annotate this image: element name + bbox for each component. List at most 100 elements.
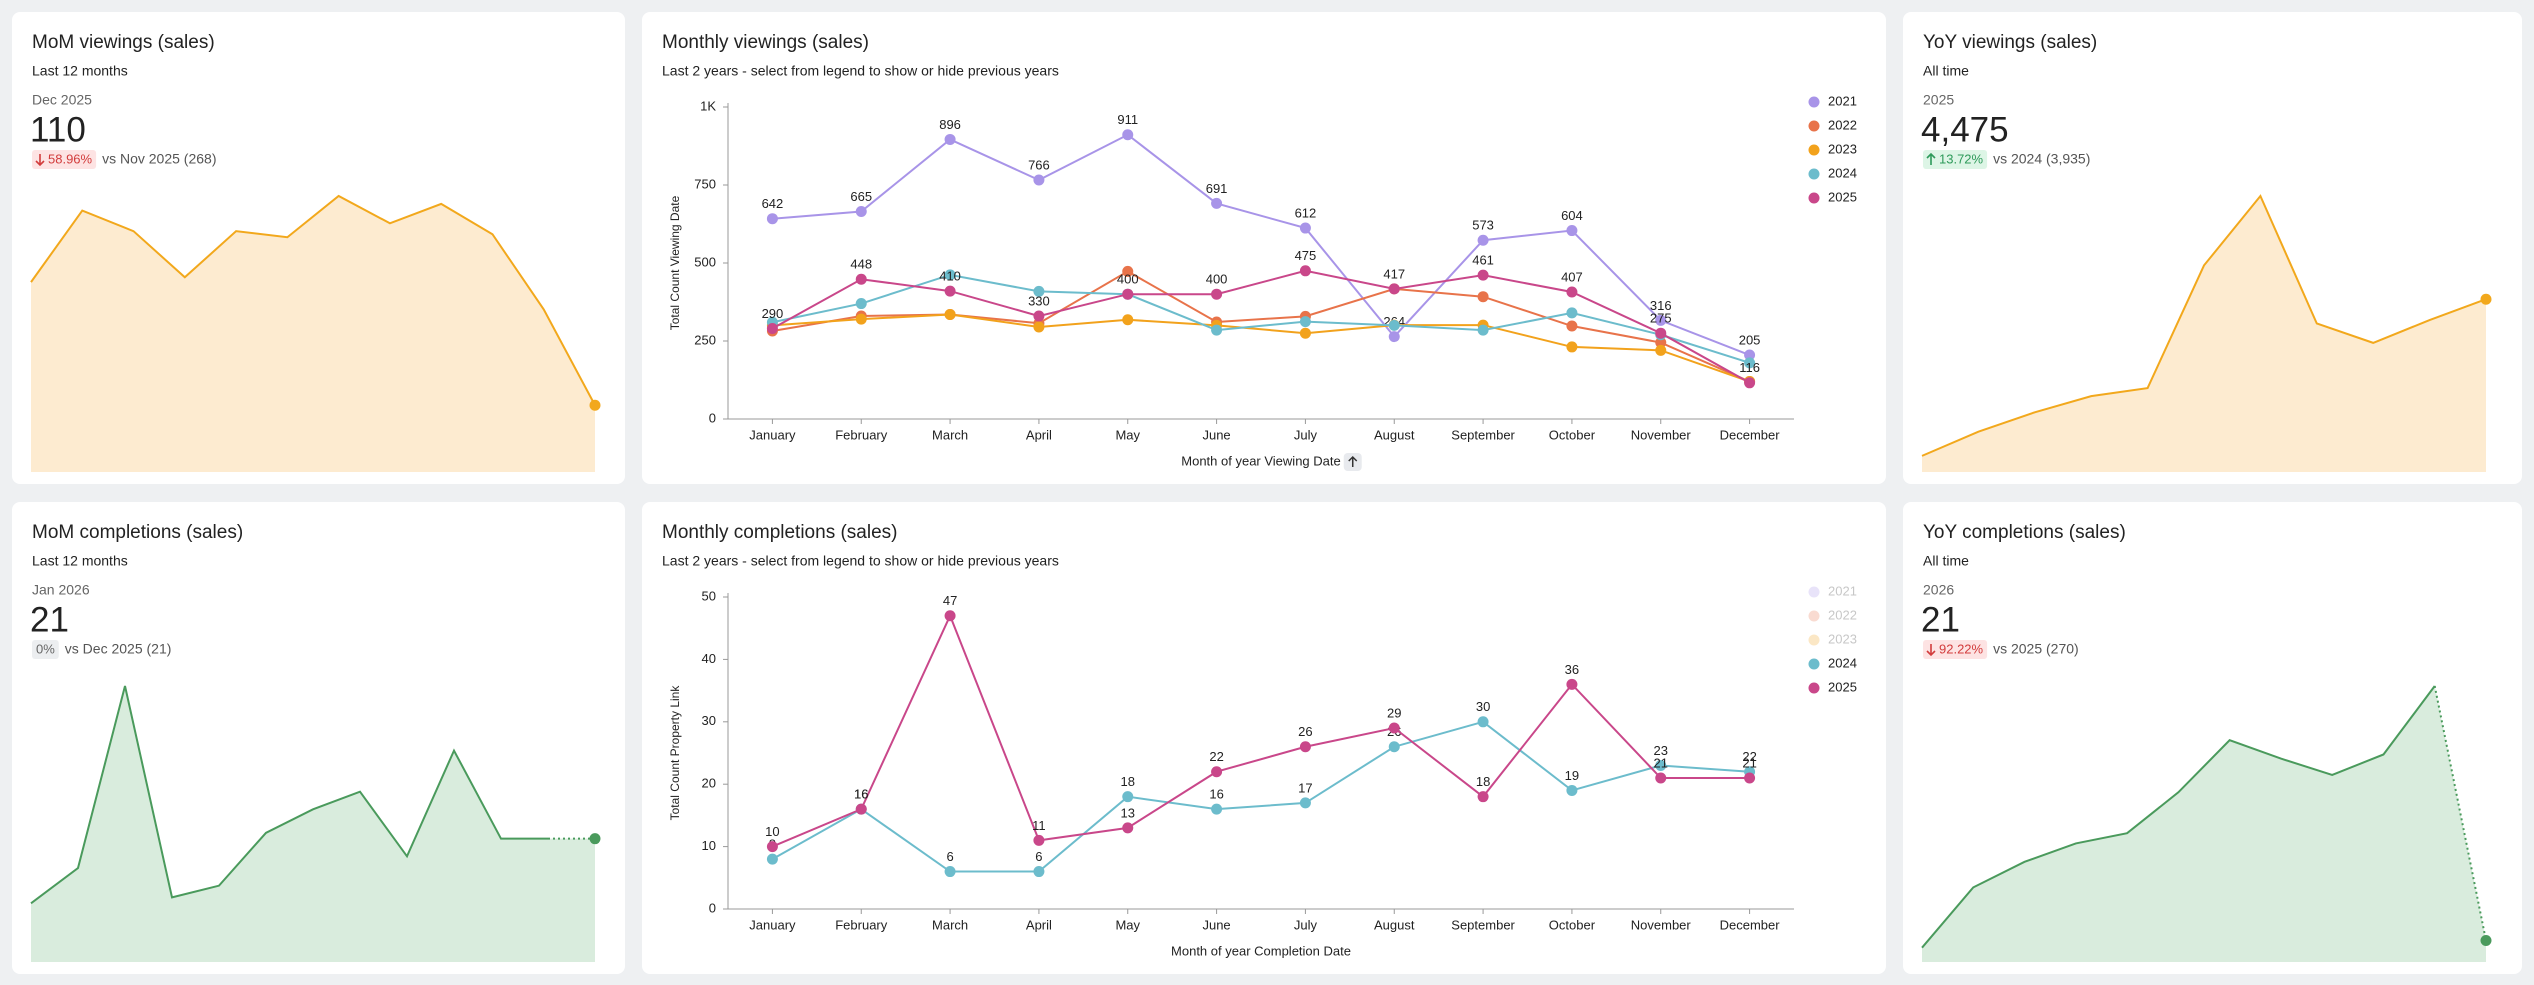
data-point[interactable] [944, 308, 956, 320]
data-point[interactable] [944, 269, 956, 281]
data-point[interactable] [1477, 791, 1489, 803]
data-point[interactable] [1388, 283, 1400, 295]
data-point[interactable] [1655, 314, 1667, 326]
area-fill [1922, 196, 2486, 472]
x-axis-title: Month of year Completion Date [1171, 943, 1351, 958]
data-point[interactable] [1388, 722, 1400, 734]
data-point[interactable] [1211, 766, 1223, 778]
data-point[interactable] [766, 841, 778, 853]
data-point[interactable] [1033, 285, 1045, 297]
data-point[interactable] [1655, 772, 1667, 784]
data-label: 13 [1121, 805, 1135, 820]
legend-item[interactable]: 2021 [1808, 583, 1857, 598]
data-point[interactable] [766, 853, 778, 865]
legend-item[interactable]: 2025 [1808, 189, 1857, 204]
data-point[interactable] [1033, 321, 1045, 333]
data-label: 10 [765, 824, 779, 839]
data-point[interactable] [1477, 291, 1489, 303]
legend-item[interactable]: 2023 [1808, 631, 1857, 646]
data-point[interactable] [1211, 288, 1223, 300]
data-point[interactable] [855, 206, 867, 218]
data-label: 22 [1209, 749, 1223, 764]
data-label: 6 [1035, 849, 1042, 864]
data-label: 417 [1383, 266, 1405, 281]
x-tick-label: October [1549, 427, 1596, 442]
data-point[interactable] [1655, 337, 1667, 349]
legend-item[interactable]: 2024 [1808, 655, 1857, 670]
data-label: 604 [1561, 208, 1583, 223]
data-point[interactable] [1566, 320, 1578, 332]
data-point[interactable] [1655, 327, 1667, 339]
data-point[interactable] [1122, 791, 1134, 803]
data-point[interactable] [766, 213, 778, 225]
data-point[interactable] [1122, 822, 1134, 834]
data-point[interactable] [1388, 741, 1400, 753]
data-point[interactable] [1299, 327, 1311, 339]
data-point[interactable] [1566, 678, 1578, 690]
data-label: 410 [939, 269, 961, 284]
data-point[interactable] [766, 323, 778, 335]
data-point[interactable] [1566, 784, 1578, 796]
data-point[interactable] [1033, 310, 1045, 322]
x-axis-title: Month of year Viewing Date [1181, 453, 1340, 468]
data-label: 19 [1565, 768, 1579, 783]
data-point[interactable] [1211, 803, 1223, 815]
x-tick-label: March [932, 917, 968, 932]
series-line [772, 313, 1750, 383]
y-tick-label: 30 [702, 713, 716, 728]
x-tick-label: July [1294, 427, 1318, 442]
data-point[interactable] [1122, 288, 1134, 300]
data-point[interactable] [1211, 324, 1223, 336]
data-point[interactable] [1655, 759, 1667, 771]
data-point[interactable] [1388, 319, 1400, 331]
data-point[interactable] [1122, 314, 1134, 326]
data-point[interactable] [1744, 377, 1756, 389]
data-point[interactable] [1566, 225, 1578, 237]
change-arrow [1926, 152, 1936, 165]
data-point[interactable] [1033, 174, 1045, 186]
data-point[interactable] [1477, 324, 1489, 336]
area-line [1921, 194, 2487, 457]
legend-label: 2024 [1828, 165, 1857, 180]
data-point[interactable] [1566, 341, 1578, 353]
legend-item[interactable]: 2024 [1808, 165, 1857, 180]
data-point[interactable] [1744, 772, 1756, 784]
data-point[interactable] [944, 285, 956, 297]
data-point[interactable] [1477, 716, 1489, 728]
panel-title: MoM completions (sales) [32, 522, 243, 543]
data-point[interactable] [1388, 331, 1400, 343]
data-point[interactable] [1477, 269, 1489, 281]
data-point[interactable] [1122, 265, 1134, 277]
data-point[interactable] [855, 803, 867, 815]
data-point[interactable] [855, 313, 867, 325]
data-point[interactable] [1033, 834, 1045, 846]
data-point[interactable] [944, 133, 956, 145]
data-point[interactable] [1299, 316, 1311, 328]
data-point[interactable] [944, 866, 956, 878]
data-point[interactable] [1655, 344, 1667, 356]
legend-item[interactable]: 2021 [1808, 93, 1857, 108]
data-point[interactable] [1566, 286, 1578, 298]
legend-item[interactable]: 2025 [1808, 679, 1857, 694]
data-point[interactable] [855, 298, 867, 310]
data-point[interactable] [1122, 129, 1134, 141]
data-point[interactable] [1744, 349, 1756, 361]
y-axis-title: Total Count Viewing Date [668, 195, 682, 330]
data-point[interactable] [1033, 866, 1045, 878]
data-point[interactable] [1566, 307, 1578, 319]
data-point[interactable] [1744, 357, 1756, 369]
data-point[interactable] [855, 273, 867, 285]
data-point[interactable] [1299, 797, 1311, 809]
data-point[interactable] [944, 610, 956, 622]
legend-item[interactable]: 2022 [1808, 607, 1857, 622]
data-point[interactable] [1477, 234, 1489, 246]
data-label: 911 [1117, 112, 1138, 127]
data-point[interactable] [1299, 741, 1311, 753]
legend-item[interactable]: 2022 [1808, 117, 1857, 132]
legend-item[interactable]: 2023 [1808, 141, 1857, 156]
x-tick-label: July [1294, 917, 1318, 932]
data-label: 461 [1472, 253, 1494, 268]
data-point[interactable] [1299, 222, 1311, 234]
data-point[interactable] [1211, 197, 1223, 209]
data-point[interactable] [1299, 265, 1311, 277]
